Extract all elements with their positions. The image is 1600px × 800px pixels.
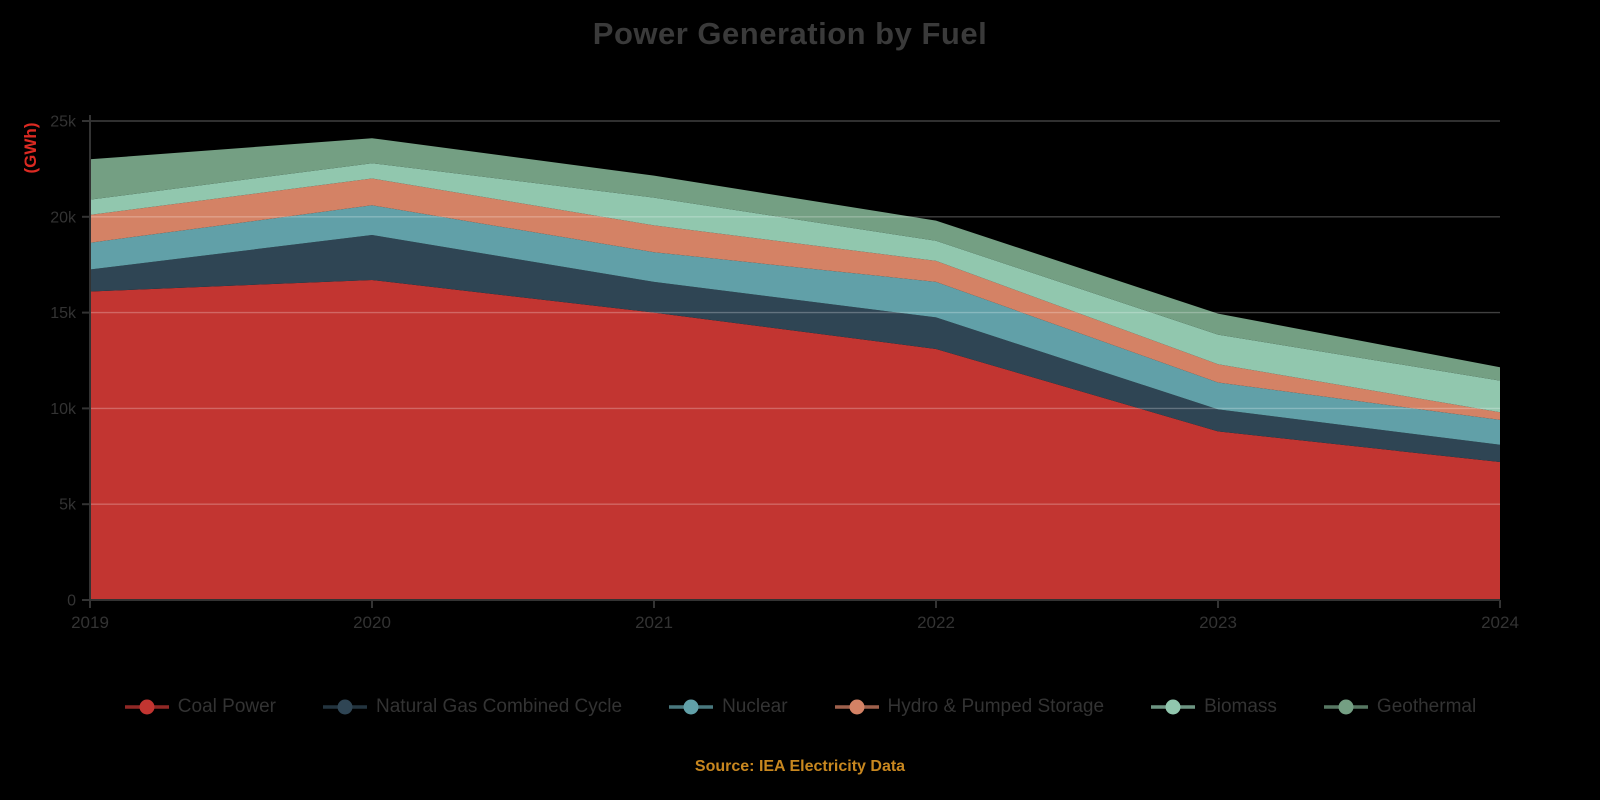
area-biomass[interactable] [90,163,1500,413]
legend-item-label: Natural Gas Combined Cycle [376,696,623,717]
y-tick-label: 20k [50,209,77,226]
area-geothermal[interactable] [90,138,1500,381]
legend-line-dot-icon [1323,699,1368,715]
x-tick-label: 2024 [1481,613,1519,632]
source-caption: Source: IEA Electricity Data [694,758,906,775]
area-nuclear[interactable] [90,205,1500,445]
legend: Coal Power Natural Gas Combined Cycle Nucl… [0,696,1600,718]
legend-item-label: Biomass [1204,696,1277,717]
legend-item-nuclear[interactable]: Nuclear [668,696,788,718]
legend-item-biomass[interactable]: Biomass [1150,696,1277,718]
x-tick-label: 2022 [917,613,955,632]
area-coal-power[interactable] [90,280,1500,600]
legend-item-natural-gas-combined-cycle[interactable]: Natural Gas Combined Cycle [322,696,622,718]
x-tick-label: 2019 [71,613,109,632]
legend-line-dot-icon [669,699,714,715]
legend-item-label: Coal Power [177,696,277,717]
page-title: Power Generation by Fuel [592,16,988,51]
legend-line-dot-icon [834,699,879,715]
legend-item-label: Hydro & Pumped Storage [887,696,1105,717]
legend-item-label: Nuclear [722,696,788,717]
y-tick-label: 5k [59,497,77,514]
x-tick-label: 2023 [1199,613,1237,632]
legend-line-dot-icon [1151,699,1196,715]
legend-item-geothermal[interactable]: Geothermal [1323,696,1476,718]
legend-item-coal-power[interactable]: Coal Power [124,696,276,718]
y-tick-label: 0 [67,593,76,610]
stacked-area-chart: 0 5k 10k 15k 20k 25k 2019 2020 2021 2022 2023 2024 [50,114,1519,633]
area-hydro-pumped-storage[interactable] [90,178,1500,420]
legend-item-label: Geothermal [1376,696,1477,717]
x-tick-label: 2021 [635,613,673,632]
y-tick-label: 15k [50,305,77,322]
x-tick-label: 2020 [353,613,391,632]
y-tick-label: 10k [50,401,77,418]
area-natural-gas-combined-cycle[interactable] [90,235,1500,462]
legend-line-dot-icon [323,699,368,715]
legend-item-hydro-pumped-storage[interactable]: Hydro & Pumped Storage [834,696,1105,718]
legend-line-dot-icon [124,699,169,715]
y-tick-label: 25k [50,114,77,131]
